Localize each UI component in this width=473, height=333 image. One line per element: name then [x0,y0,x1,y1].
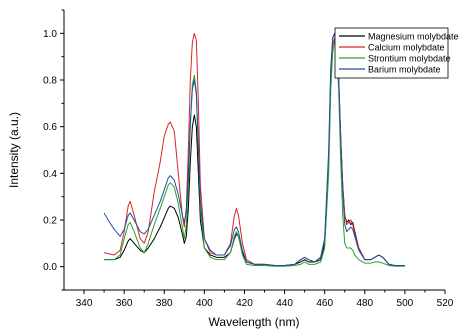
legend-label: Calcium molybdate [368,43,445,53]
y-tick-label: 0.4 [43,169,57,180]
legend-label: Barium molybdate [368,65,441,75]
y-tick-label: 0.6 [43,122,57,133]
series-line-strontium [104,39,405,267]
x-tick-label: 400 [196,298,213,309]
series-line-barium [103,32,405,266]
x-tick-label: 420 [236,298,253,309]
y-tick-label: 0.2 [43,216,57,227]
legend-label: Magnesium molybdate [368,32,459,42]
x-tick-label: 480 [356,298,373,309]
x-tick-label: 520 [437,298,454,309]
y-tick-label: 0.0 [43,262,57,273]
y-ticks: 0.0 0.2 0.4 0.6 0.8 1.0 [43,9,64,291]
x-tick-label: 500 [397,298,414,309]
x-tick-label: 440 [276,298,293,309]
x-tick-label: 380 [156,298,173,309]
series-lines [103,32,405,267]
y-tick-label: 1.0 [43,29,57,40]
x-tick-label: 360 [116,298,133,309]
series-line-calcium [103,32,405,266]
x-ticks: 340 360 380 400 420 440 460 480 500 520 [76,290,454,309]
x-tick-label: 460 [316,298,333,309]
x-axis-label: Wavelength (nm) [209,315,300,329]
legend-label: Strontium molybdate [368,54,451,64]
x-tick-label: 340 [76,298,93,309]
y-tick-label: 0.8 [43,76,57,87]
y-axis-label: Intensity (a.u.) [7,112,21,188]
